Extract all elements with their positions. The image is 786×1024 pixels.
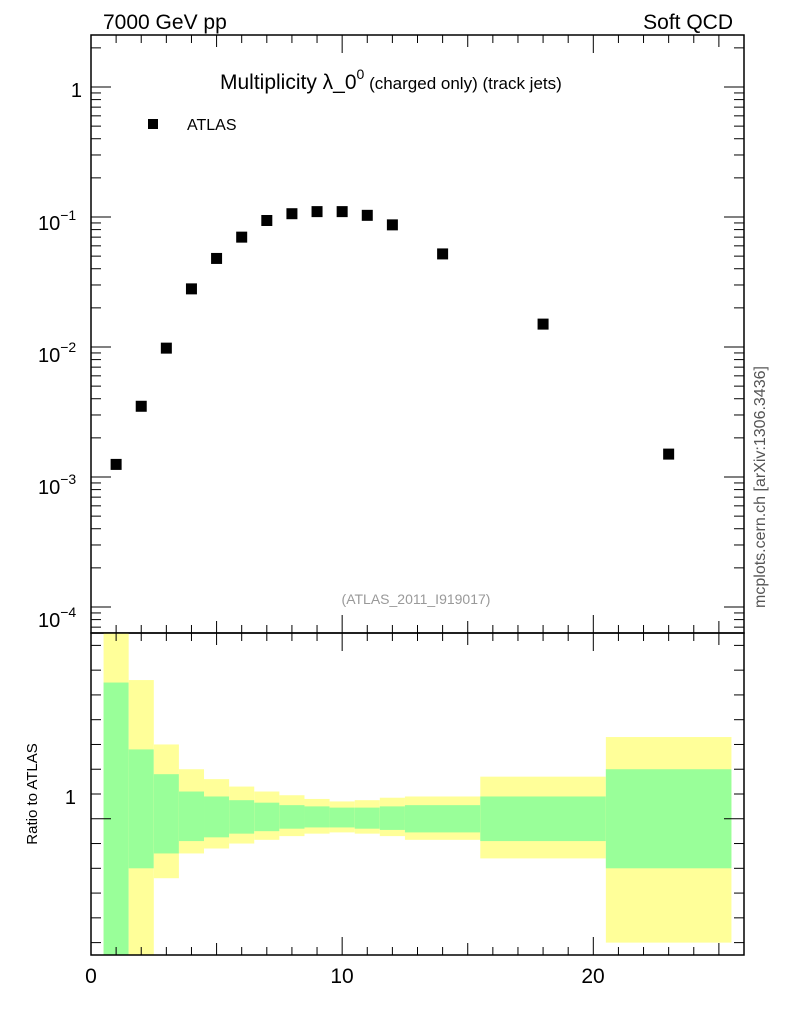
ratio-ylabel: Ratio to ATLAS	[24, 743, 41, 844]
ytick-label-1-base: 1	[71, 80, 82, 102]
ytick-label-0.1-exp: −1	[60, 207, 76, 223]
ratio-band-inner	[279, 805, 305, 829]
data-point	[537, 318, 549, 330]
data-point	[211, 252, 223, 264]
ratio-band-inner	[204, 796, 230, 838]
ratio-band-inner	[404, 805, 481, 833]
ytick-label-0.1: 10−1	[38, 207, 76, 235]
data-point	[361, 209, 373, 221]
data-point	[336, 206, 348, 218]
analysis-label: (ATLAS_2011_I919017)	[342, 591, 491, 607]
ytick-label-0.0001: 10−4	[38, 604, 76, 632]
ytick-label-0.001-exp: −3	[60, 471, 76, 487]
ytick-label-0.01-exp: −2	[60, 339, 76, 355]
ratio-band-inner	[354, 807, 380, 829]
ytick-label-0.001-base: 10	[38, 477, 60, 499]
data-point	[311, 206, 323, 218]
ratio-xtick-labels: 0 10 20	[85, 965, 605, 988]
ratio-band-inner	[379, 806, 405, 830]
ratio-band-inner	[605, 769, 732, 869]
data-point	[185, 283, 197, 295]
data-point	[437, 248, 449, 260]
data-point	[261, 214, 273, 226]
data-point	[286, 208, 298, 220]
ratio-band-inner	[178, 791, 205, 842]
xtick-label-10: 10	[330, 965, 353, 988]
data-point	[386, 219, 398, 231]
xtick-label-20: 20	[581, 965, 604, 988]
header-right-label: Soft QCD	[643, 11, 733, 34]
ratio-band-inner	[304, 806, 330, 828]
ytick-label-0.0001-base: 10	[38, 610, 60, 632]
data-point	[236, 231, 248, 243]
data-point	[160, 342, 172, 354]
data-point	[663, 448, 675, 460]
main-title-superscript: 0	[357, 66, 365, 82]
main-panel: Multiplicity λ_00 (charged only) (track …	[38, 34, 745, 634]
ratio-ytick-label-1: 1	[65, 787, 76, 809]
main-data-points	[110, 206, 675, 470]
legend-marker	[148, 119, 158, 129]
ratio-frame	[90, 632, 745, 956]
ytick-label-0.1-base: 10	[38, 213, 60, 235]
ratio-band-inner	[329, 807, 355, 828]
ratio-panel: 1 Ratio to ATLAS 0 10 20	[24, 632, 745, 988]
ytick-label-0.001: 10−3	[38, 471, 76, 499]
main-title-text: Multiplicity λ_0	[220, 71, 357, 94]
ratio-band-inner	[153, 774, 179, 854]
main-title: Multiplicity λ_00 (charged only) (track …	[220, 66, 562, 94]
ytick-label-0.0001-exp: −4	[60, 604, 76, 620]
ytick-label-0.01-base: 10	[38, 345, 60, 367]
ratio-band-inner	[480, 796, 606, 842]
side-label: mcplots.cern.ch [arXiv:1306.3436]	[752, 366, 769, 608]
header-left-label: 7000 GeV pp	[103, 11, 227, 34]
data-point	[110, 458, 122, 470]
ratio-bands	[103, 633, 732, 955]
xtick-label-0: 0	[85, 965, 97, 988]
ratio-band-inner	[254, 802, 280, 832]
main-ytick-labels: 1 10−1 10−2 10−3 10−4	[38, 80, 82, 632]
legend-label-atlas: ATLAS	[187, 117, 237, 134]
ytick-label-1: 1	[71, 80, 82, 102]
ratio-band-inner	[128, 749, 154, 869]
data-point	[135, 400, 147, 412]
ratio-band-inner	[229, 800, 255, 834]
main-title-rest: (charged only) (track jets)	[364, 74, 561, 93]
ytick-label-0.01: 10−2	[38, 339, 76, 367]
